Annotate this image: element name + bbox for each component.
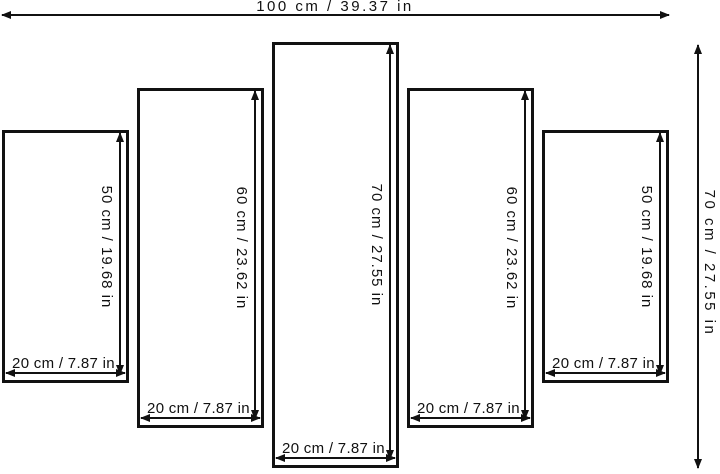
- panel-4-width-arrow-icon: [410, 414, 531, 422]
- panel-3-width-arrow-icon: [275, 454, 396, 462]
- panel-1: 50 cm / 19.68 in 20 cm / 7.87 in: [2, 130, 129, 383]
- panel-1-width-label: 20 cm / 7.87 in: [12, 355, 115, 372]
- panel-4: 60 cm / 23.62 in 20 cm / 7.87 in: [407, 88, 534, 428]
- panel-1-height-label: 50 cm / 19.68 in: [98, 185, 115, 308]
- panel-5-width-arrow-icon: [545, 369, 666, 377]
- total-height-dimension-arrow-icon: [694, 44, 702, 469]
- panel-2-height-label: 60 cm / 23.62 in: [233, 186, 250, 310]
- panel-2-width-arrow-icon: [140, 414, 261, 422]
- total-height-label: 70 cm / 27.55 in: [701, 189, 718, 337]
- panel-4-width-label: 20 cm / 7.87 in: [417, 400, 520, 417]
- panel-5-width-label: 20 cm / 7.87 in: [552, 355, 655, 372]
- panel-4-height-arrow-icon: [521, 90, 529, 420]
- total-width-label: 100 cm / 39.37 in: [256, 0, 414, 15]
- panel-5-height-arrow-icon: [656, 132, 664, 375]
- total-width-dimension-arrow-icon: [1, 11, 670, 19]
- panel-2: 60 cm / 23.62 in 20 cm / 7.87 in: [137, 88, 264, 428]
- panel-3-width-label: 20 cm / 7.87 in: [282, 440, 385, 457]
- panel-3-height-label: 70 cm / 27.55 in: [368, 183, 385, 307]
- panel-3: 70 cm / 27.55 in 20 cm / 7.87 in: [272, 42, 399, 468]
- panel-3-height-arrow-icon: [386, 44, 394, 460]
- panel-5-height-label: 50 cm / 19.68 in: [638, 185, 655, 308]
- panel-1-height-arrow-icon: [116, 132, 124, 375]
- panel-2-width-label: 20 cm / 7.87 in: [147, 400, 250, 417]
- panel-4-height-label: 60 cm / 23.62 in: [503, 186, 520, 310]
- panel-5: 50 cm / 19.68 in 20 cm / 7.87 in: [542, 130, 669, 383]
- panel-1-width-arrow-icon: [5, 369, 126, 377]
- panel-2-height-arrow-icon: [251, 90, 259, 420]
